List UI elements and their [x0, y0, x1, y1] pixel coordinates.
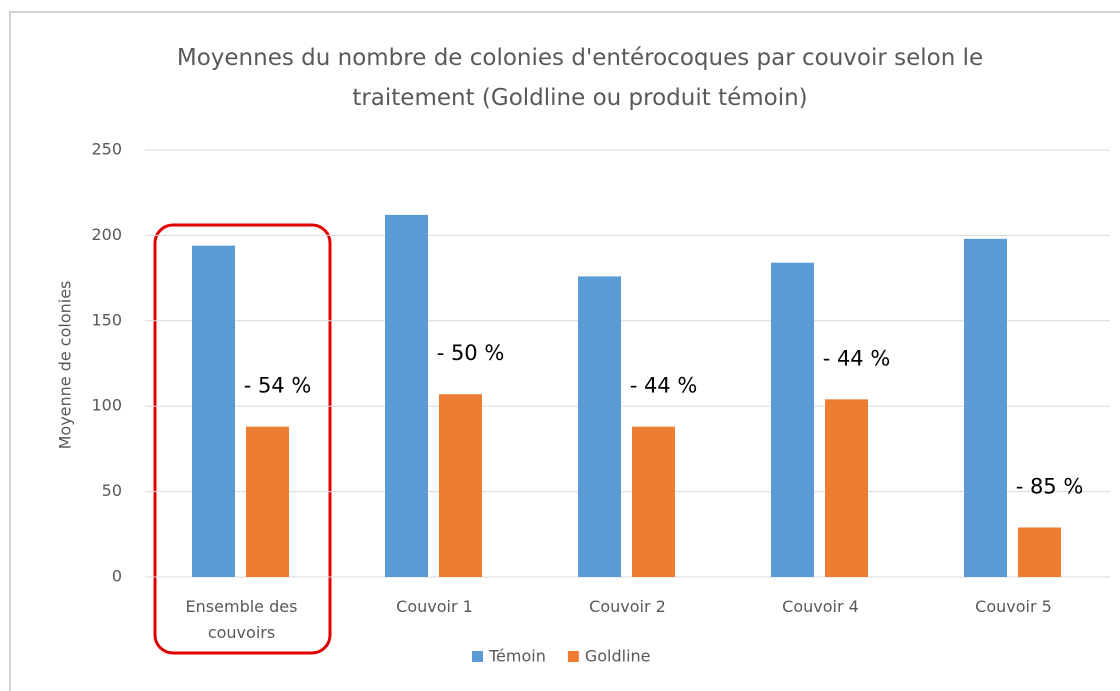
highlight-box	[153, 223, 332, 655]
annotation: - 50 %	[437, 341, 505, 365]
legend-swatch	[567, 651, 579, 662]
y-tick-label: 200	[91, 225, 122, 244]
bar	[439, 394, 482, 577]
x-tick-label: Ensemble des couvoirs	[185, 597, 298, 642]
bar	[385, 214, 428, 578]
bar	[964, 238, 1007, 578]
bar	[1018, 527, 1061, 577]
y-axis-label: Moyenne de colonies	[56, 281, 75, 450]
legend-swatch	[472, 651, 483, 662]
annotation: - 85 %	[1016, 474, 1084, 498]
x-tick-label: Couvoir 2	[589, 597, 666, 616]
y-tick-label: 100	[91, 396, 122, 415]
y-tick-label: 250	[91, 140, 122, 159]
annotation: - 44 %	[823, 346, 891, 370]
legend-label: Goldline	[585, 647, 651, 666]
chart-title: Moyennes du nombre de colonies d'entéroc…	[176, 45, 984, 111]
legend-label: Témoin	[488, 647, 546, 666]
x-tick-label: Couvoir 1	[396, 597, 473, 616]
bar	[192, 245, 235, 577]
annotation: - 54 %	[244, 374, 312, 398]
x-tick-label: Couvoir 5	[975, 597, 1052, 616]
y-tick-label: 50	[102, 481, 122, 500]
bar	[632, 426, 675, 577]
x-tick-label: Couvoir 4	[782, 597, 859, 616]
y-tick-label: 0	[112, 567, 122, 586]
chart-frame	[9, 11, 1120, 691]
bar	[771, 262, 814, 577]
annotation: - 44 %	[630, 374, 698, 398]
bar	[246, 426, 289, 577]
bar	[825, 399, 868, 577]
bar	[578, 276, 621, 577]
y-tick-label: 150	[91, 310, 122, 329]
